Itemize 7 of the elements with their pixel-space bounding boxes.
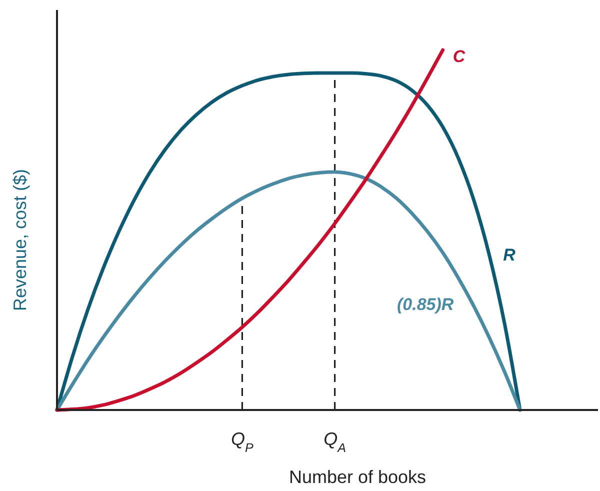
series-label: (0.85)R [397,294,454,314]
x-axis-title: Number of books [288,467,426,487]
x-tick-label: Q$_{A}$ [324,429,346,455]
series-label: R [503,245,516,264]
x-tick-label: Q$_{P}$ [230,429,254,455]
y-axis-title: Revenue, cost ($) [10,168,30,312]
series-label: C [452,47,466,66]
